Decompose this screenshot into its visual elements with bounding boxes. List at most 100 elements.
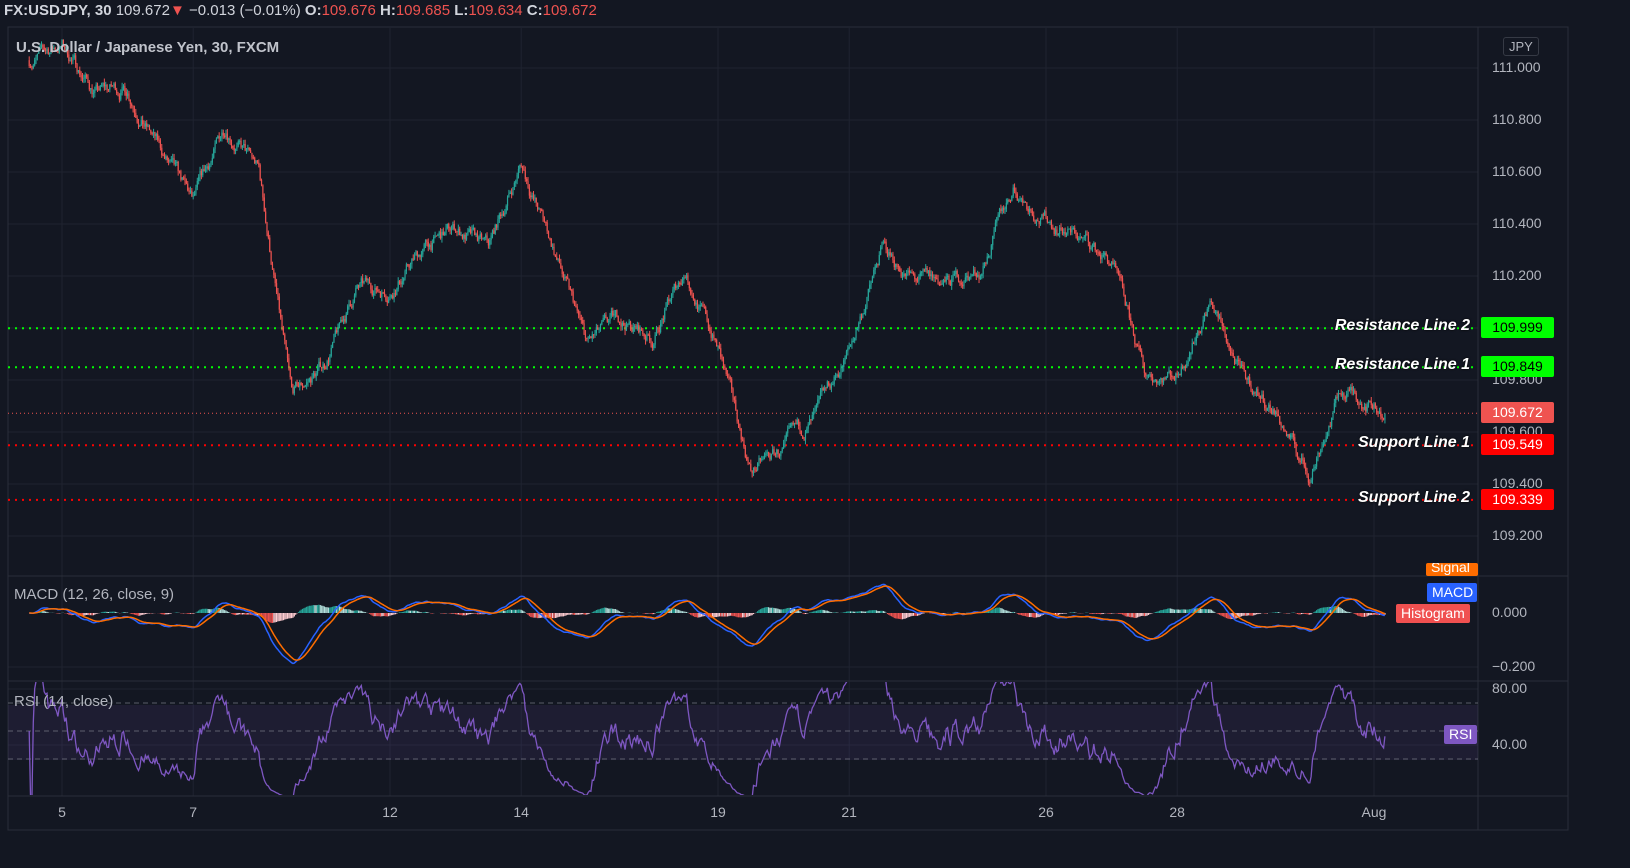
candle-body <box>1033 215 1035 221</box>
candle-body <box>538 208 540 210</box>
candle <box>520 163 522 168</box>
histogram-bar <box>191 613 193 614</box>
candle <box>1247 375 1249 384</box>
candle-body <box>1266 408 1268 411</box>
candle <box>906 269 908 280</box>
candle-body <box>847 348 849 352</box>
candle-body <box>836 374 838 376</box>
histogram-bar <box>912 613 915 616</box>
candle <box>139 124 141 128</box>
candle <box>1354 388 1356 395</box>
candle <box>815 403 817 412</box>
candle <box>1126 301 1128 307</box>
candle <box>188 187 190 195</box>
candle-body <box>966 275 968 278</box>
histogram-bar <box>990 610 992 613</box>
candle-body <box>901 276 904 278</box>
candle-body <box>1253 392 1255 394</box>
candle <box>243 139 245 148</box>
candle <box>107 88 110 92</box>
candle-body <box>426 240 428 243</box>
candle <box>1034 219 1036 224</box>
candle <box>1003 205 1005 214</box>
candle-body <box>1332 412 1334 418</box>
candle-body <box>564 276 566 279</box>
candle <box>424 239 427 249</box>
histogram-bar <box>1030 613 1032 618</box>
histogram-bar <box>300 609 302 613</box>
candle-body <box>562 273 565 279</box>
candle <box>1343 392 1345 401</box>
symbol-name[interactable]: FX:USDJPY, 30 <box>4 2 112 19</box>
candle <box>587 336 589 343</box>
candle-body <box>1206 308 1208 317</box>
candle <box>479 230 481 240</box>
candle <box>1224 326 1226 338</box>
candle <box>493 227 495 235</box>
candle <box>106 83 108 93</box>
candle <box>1359 399 1361 405</box>
candle-body <box>35 56 37 61</box>
candle <box>124 82 126 96</box>
candle-body <box>1198 331 1200 333</box>
candle-body <box>798 419 800 427</box>
candle-body <box>1064 232 1066 235</box>
histogram-bar <box>728 613 730 617</box>
candle-body <box>844 356 846 361</box>
candle-body <box>698 306 700 310</box>
candle <box>450 225 453 235</box>
candle <box>911 269 913 274</box>
candle-body <box>1328 426 1330 433</box>
candle <box>1346 390 1348 402</box>
candle-body <box>1309 482 1311 484</box>
candle <box>664 307 666 323</box>
histogram-bar <box>1022 613 1024 616</box>
candle <box>185 178 187 185</box>
candle <box>863 308 865 315</box>
histogram-bar <box>400 612 402 613</box>
candle <box>109 84 111 93</box>
candle-body <box>300 382 302 385</box>
candle <box>647 333 649 336</box>
candle-body <box>539 208 541 210</box>
candle <box>578 309 580 319</box>
histogram-bar <box>1158 610 1161 613</box>
candle-body <box>796 419 798 425</box>
candle-body <box>595 327 597 333</box>
candle-body <box>885 241 887 250</box>
candle-body <box>80 74 82 78</box>
candle-body <box>219 137 222 139</box>
histogram-bar <box>554 613 556 619</box>
currency-button[interactable]: JPY <box>1503 37 1539 56</box>
candle <box>732 387 734 402</box>
rsi-title[interactable]: RSI (14, close) <box>14 693 114 710</box>
histogram-bar <box>316 605 319 613</box>
candle-body <box>1197 331 1199 337</box>
candle <box>990 244 992 260</box>
candle-body <box>1079 236 1081 239</box>
candle <box>1288 433 1290 440</box>
histogram-bar <box>504 610 506 613</box>
candle-body <box>781 448 783 452</box>
candle-body <box>1258 395 1260 397</box>
candle <box>721 354 723 362</box>
histogram-bar <box>1209 609 1211 613</box>
candle-body <box>43 47 45 50</box>
candle-body <box>890 254 893 256</box>
candle <box>792 420 794 426</box>
candle <box>1340 389 1342 397</box>
candle <box>1045 206 1047 220</box>
candle <box>1314 463 1316 471</box>
candle <box>54 46 56 51</box>
candle-body <box>978 274 980 280</box>
candle-body <box>711 334 714 338</box>
candle <box>569 285 571 291</box>
candle-body <box>623 323 625 325</box>
histogram-bar <box>1147 613 1150 615</box>
candle-body <box>1265 407 1267 411</box>
candle-body <box>1109 263 1111 266</box>
chart-title: U.S. Dollar / Japanese Yen, 30, FXCM <box>16 39 280 56</box>
macd-title[interactable]: MACD (12, 26, close, 9) <box>14 586 175 603</box>
candle-body <box>1292 433 1294 438</box>
